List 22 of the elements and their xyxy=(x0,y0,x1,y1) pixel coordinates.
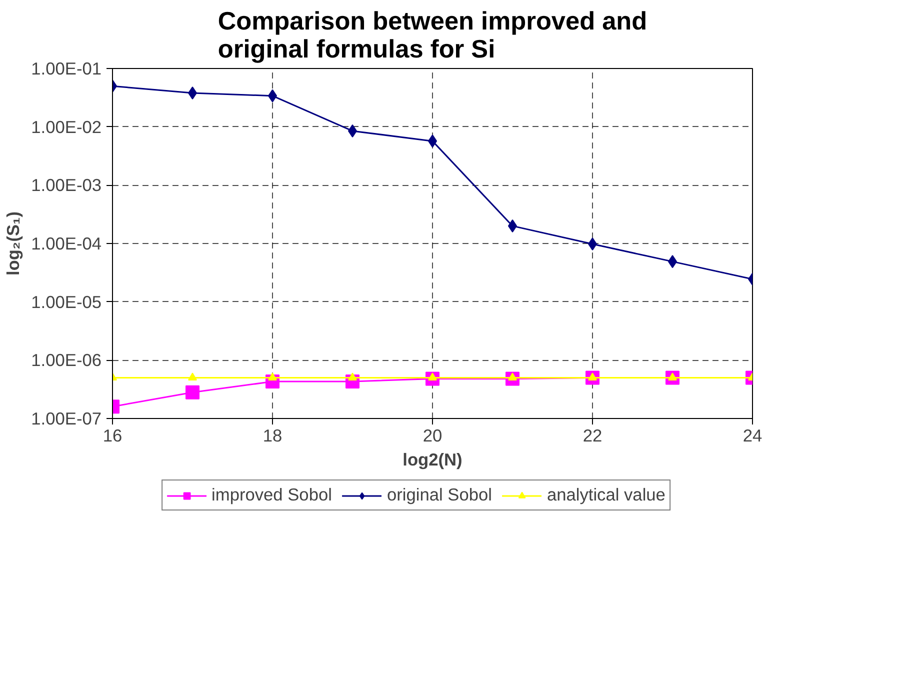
point xyxy=(188,372,197,381)
y-tick-label: 1.00E-02 xyxy=(31,116,102,137)
y-tick-label: 1.00E-07 xyxy=(31,408,102,428)
chart-title: Comparison between improved and original formulas for Si xyxy=(218,8,648,64)
y-tick-label: 1.00E-05 xyxy=(31,292,102,312)
y-tick-label: 1.00E-06 xyxy=(31,350,102,370)
x-tick-label: 20 xyxy=(422,426,442,446)
legend-label: analytical value xyxy=(546,484,666,506)
y-tick-label: 1.00E-01 xyxy=(31,58,102,78)
x-axis-title: log2(N) xyxy=(402,450,462,470)
x-tick-label: 24 xyxy=(742,426,762,446)
point xyxy=(186,385,200,400)
point xyxy=(348,372,357,381)
legend-label: original Sobol xyxy=(386,484,492,506)
y-tick-label: 1.00E-03 xyxy=(31,175,102,196)
x-tick-label: 22 xyxy=(582,426,602,446)
x-tick-label: 18 xyxy=(262,426,282,446)
point xyxy=(268,372,277,381)
x-tick-label: 16 xyxy=(102,426,122,446)
legend-label: improved Sobol xyxy=(212,484,332,506)
y-axis-title: log₂(S₁) xyxy=(3,212,24,276)
y-tick-label: 1.00E-04 xyxy=(31,234,102,254)
